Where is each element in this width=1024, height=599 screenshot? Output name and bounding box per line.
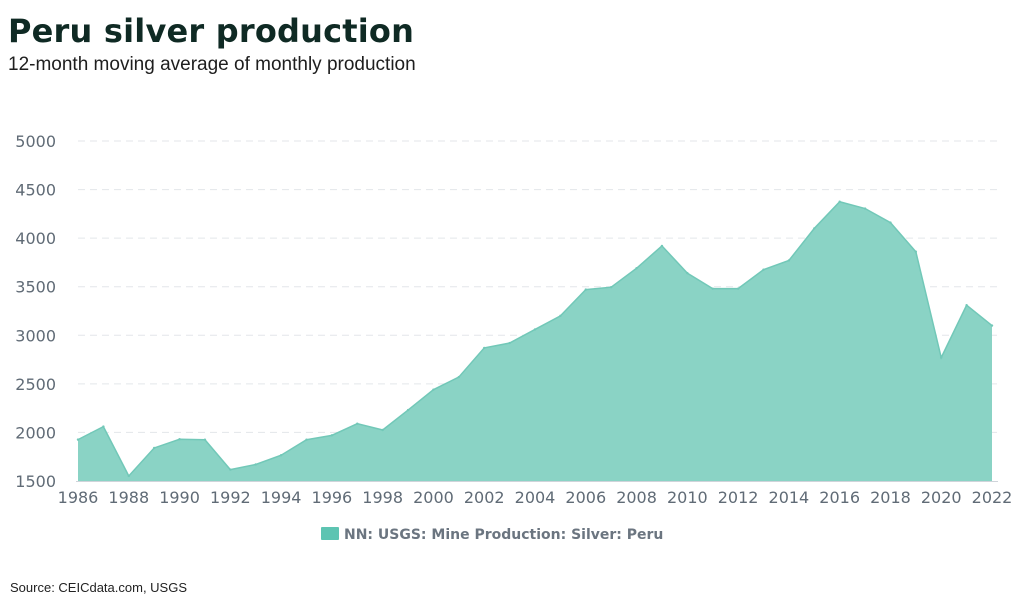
data-point <box>762 268 765 271</box>
data-point <box>152 446 156 450</box>
y-tick-label: 3000 <box>15 326 56 345</box>
x-tick-label: 2016 <box>819 488 860 507</box>
x-tick-label: 2014 <box>769 488 810 507</box>
data-point <box>381 428 384 432</box>
data-point <box>914 250 918 253</box>
data-point <box>660 244 664 248</box>
data-point <box>406 408 410 412</box>
data-point <box>508 341 511 345</box>
data-point <box>330 434 334 437</box>
data-point <box>736 287 740 290</box>
data-point <box>889 221 892 224</box>
x-tick-label: 2022 <box>972 488 1013 507</box>
data-point <box>686 271 689 275</box>
data-point <box>609 286 613 289</box>
x-tick-label: 1996 <box>312 488 353 507</box>
data-point <box>863 207 867 210</box>
data-point <box>254 463 257 466</box>
data-point <box>178 438 181 441</box>
x-tick-label: 2010 <box>667 488 708 507</box>
area-series <box>76 200 994 481</box>
area-fill <box>78 201 992 481</box>
x-tick-label: 2018 <box>870 488 911 507</box>
data-point <box>457 375 461 379</box>
y-tick-label: 3500 <box>15 278 56 297</box>
source-note: Source: CEICdata.com, USGS <box>10 580 188 595</box>
x-axis: 1986 1988 1990 1992 1994 1996 1998 2000 2002 2004… <box>58 481 1013 507</box>
y-tick-label: 5000 <box>15 132 56 151</box>
data-point <box>127 474 130 478</box>
data-point <box>559 314 562 318</box>
data-point <box>102 425 105 428</box>
data-point <box>203 438 207 441</box>
x-tick-label: 2004 <box>515 488 556 507</box>
x-tick-label: 2020 <box>921 488 962 507</box>
data-point <box>711 287 714 290</box>
data-point <box>965 303 968 307</box>
data-point <box>356 422 359 425</box>
data-point <box>838 200 841 203</box>
x-tick-label: 2002 <box>464 488 505 507</box>
data-point <box>940 356 943 359</box>
legend: NN: USGS: Mine Production: Silver: Peru <box>321 527 663 543</box>
data-point <box>990 324 994 327</box>
y-tick-label: 1500 <box>15 472 56 491</box>
x-tick-label: 1992 <box>210 488 251 507</box>
x-tick-label: 1998 <box>362 488 403 507</box>
data-point <box>635 267 638 270</box>
y-axis: 1500 2000 2500 3000 3500 4000 4500 5000 <box>15 132 56 491</box>
x-tick-label: 1994 <box>261 488 302 507</box>
x-tick-label: 1988 <box>108 488 149 507</box>
data-point <box>584 288 587 291</box>
legend-label: NN: USGS: Mine Production: Silver: Peru <box>344 527 663 543</box>
y-tick-label: 2000 <box>15 423 56 442</box>
data-point <box>432 388 435 391</box>
x-tick-label: 2006 <box>565 488 606 507</box>
x-tick-label: 1990 <box>159 488 200 507</box>
data-point <box>76 438 80 441</box>
y-tick-label: 4500 <box>15 181 56 200</box>
y-tick-label: 4000 <box>15 229 56 248</box>
legend-swatch <box>321 527 339 540</box>
data-point <box>813 227 816 230</box>
chart-subtitle: 12-month moving average of monthly produ… <box>8 54 416 75</box>
chart-title: Peru silver production <box>8 12 415 50</box>
data-point <box>229 468 232 471</box>
data-point <box>533 328 537 331</box>
x-tick-label: 2008 <box>616 488 657 507</box>
data-point <box>279 454 283 457</box>
x-tick-label: 1986 <box>58 488 99 507</box>
data-point <box>787 259 791 262</box>
y-tick-label: 2500 <box>15 375 56 394</box>
data-point <box>483 346 486 350</box>
data-point <box>305 438 308 441</box>
x-tick-label: 2012 <box>718 488 759 507</box>
x-tick-label: 2000 <box>413 488 454 507</box>
